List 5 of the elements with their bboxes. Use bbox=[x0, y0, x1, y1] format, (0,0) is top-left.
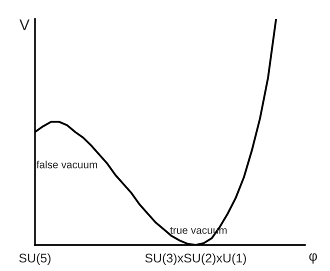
x-tick-label: SU(5) bbox=[19, 253, 51, 265]
x-tick-label: SU(3)xSU(2)xU(1) bbox=[145, 253, 246, 265]
x-axis-title: φ bbox=[309, 253, 318, 264]
y-axis-title: V bbox=[19, 20, 30, 30]
annotation: false vacuum bbox=[36, 160, 98, 168]
